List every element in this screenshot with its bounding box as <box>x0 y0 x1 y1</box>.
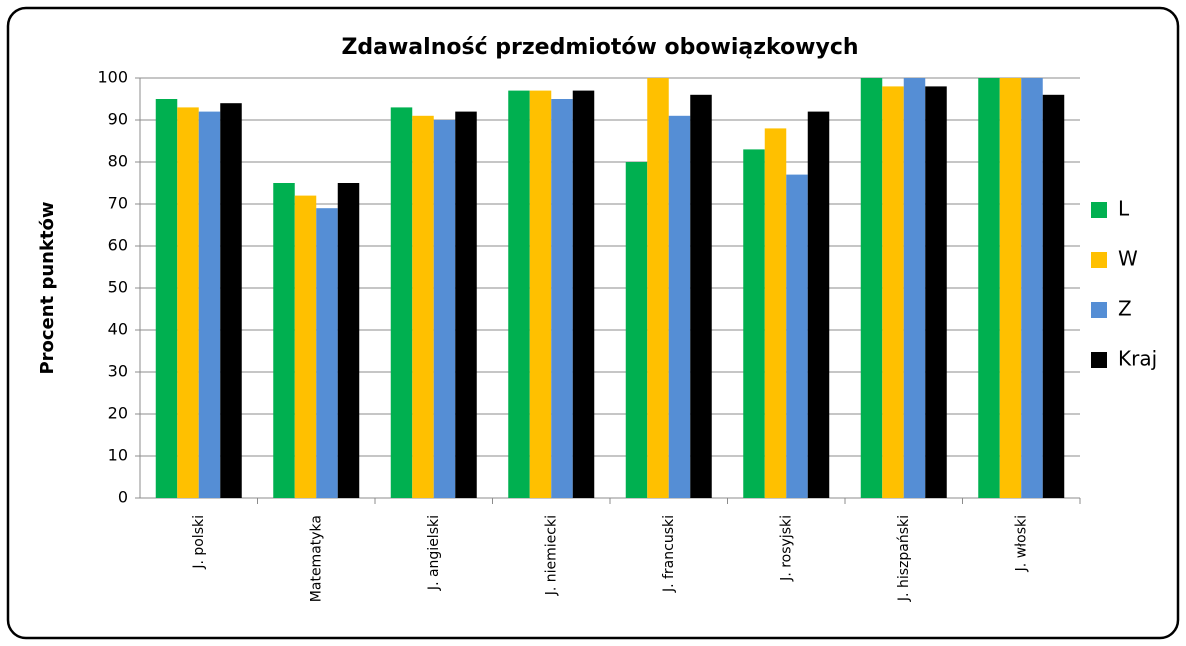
bar <box>455 111 477 498</box>
bar <box>294 195 317 498</box>
bar <box>786 174 808 498</box>
x-tick-label: J. francuski <box>661 515 677 593</box>
legend-label: L <box>1118 197 1130 221</box>
bar <box>433 120 456 498</box>
x-tick-label: J. niemiecki <box>543 515 559 596</box>
bar <box>572 90 595 498</box>
bar <box>1042 94 1065 499</box>
legend-label: Kraj <box>1118 347 1157 371</box>
y-tick-label: 20 <box>108 404 128 423</box>
x-tick-label: J. hiszpański <box>896 515 912 602</box>
y-tick-label: 30 <box>108 362 128 381</box>
y-tick-label: 90 <box>108 110 128 129</box>
y-tick-label: 10 <box>108 446 128 465</box>
legend-swatch <box>1091 252 1107 268</box>
bar <box>220 103 242 498</box>
bar <box>860 78 883 498</box>
bar <box>690 94 712 499</box>
y-tick-label: 60 <box>108 236 128 255</box>
x-tick-label: J. rosyjski <box>778 515 794 582</box>
bar <box>625 162 648 498</box>
bar <box>508 90 530 498</box>
y-tick-label: 50 <box>108 278 128 297</box>
y-tick-label: 0 <box>118 488 128 507</box>
bar <box>764 128 787 498</box>
chart-title: Zdawalność przedmiotów obowiązkowych <box>341 35 858 60</box>
bar <box>273 183 295 498</box>
bar <box>903 78 926 498</box>
legend-swatch <box>1091 352 1107 368</box>
bar <box>743 149 765 498</box>
bar <box>177 107 199 499</box>
y-tick-label: 40 <box>108 320 128 339</box>
y-axis-label: Procent punktów <box>37 201 58 374</box>
y-tick-label: 70 <box>108 194 128 213</box>
legend-label: W <box>1118 247 1138 271</box>
x-tick-label: J. polski <box>191 515 207 570</box>
bar <box>551 99 573 498</box>
bar <box>155 99 178 498</box>
bar <box>807 111 830 498</box>
bar <box>882 86 904 499</box>
bar <box>1021 78 1043 498</box>
bar <box>925 86 947 499</box>
bar <box>668 115 691 499</box>
x-tick-label: J. angielski <box>426 515 442 591</box>
legend-label: Z <box>1118 297 1132 321</box>
bar <box>316 208 338 498</box>
bar <box>337 183 360 498</box>
legend-swatch <box>1091 202 1107 218</box>
bar <box>978 78 1000 498</box>
bar <box>999 78 1022 498</box>
bar <box>390 107 413 499</box>
bar <box>647 78 669 498</box>
bar <box>198 111 221 498</box>
x-tick-label: Matematyka <box>308 515 324 602</box>
y-tick-label: 80 <box>108 152 128 171</box>
bar <box>529 90 552 498</box>
legend-swatch <box>1091 302 1107 318</box>
bar <box>412 115 434 499</box>
y-tick-label: 100 <box>97 68 128 87</box>
x-tick-label: J. włoski <box>1013 515 1029 572</box>
